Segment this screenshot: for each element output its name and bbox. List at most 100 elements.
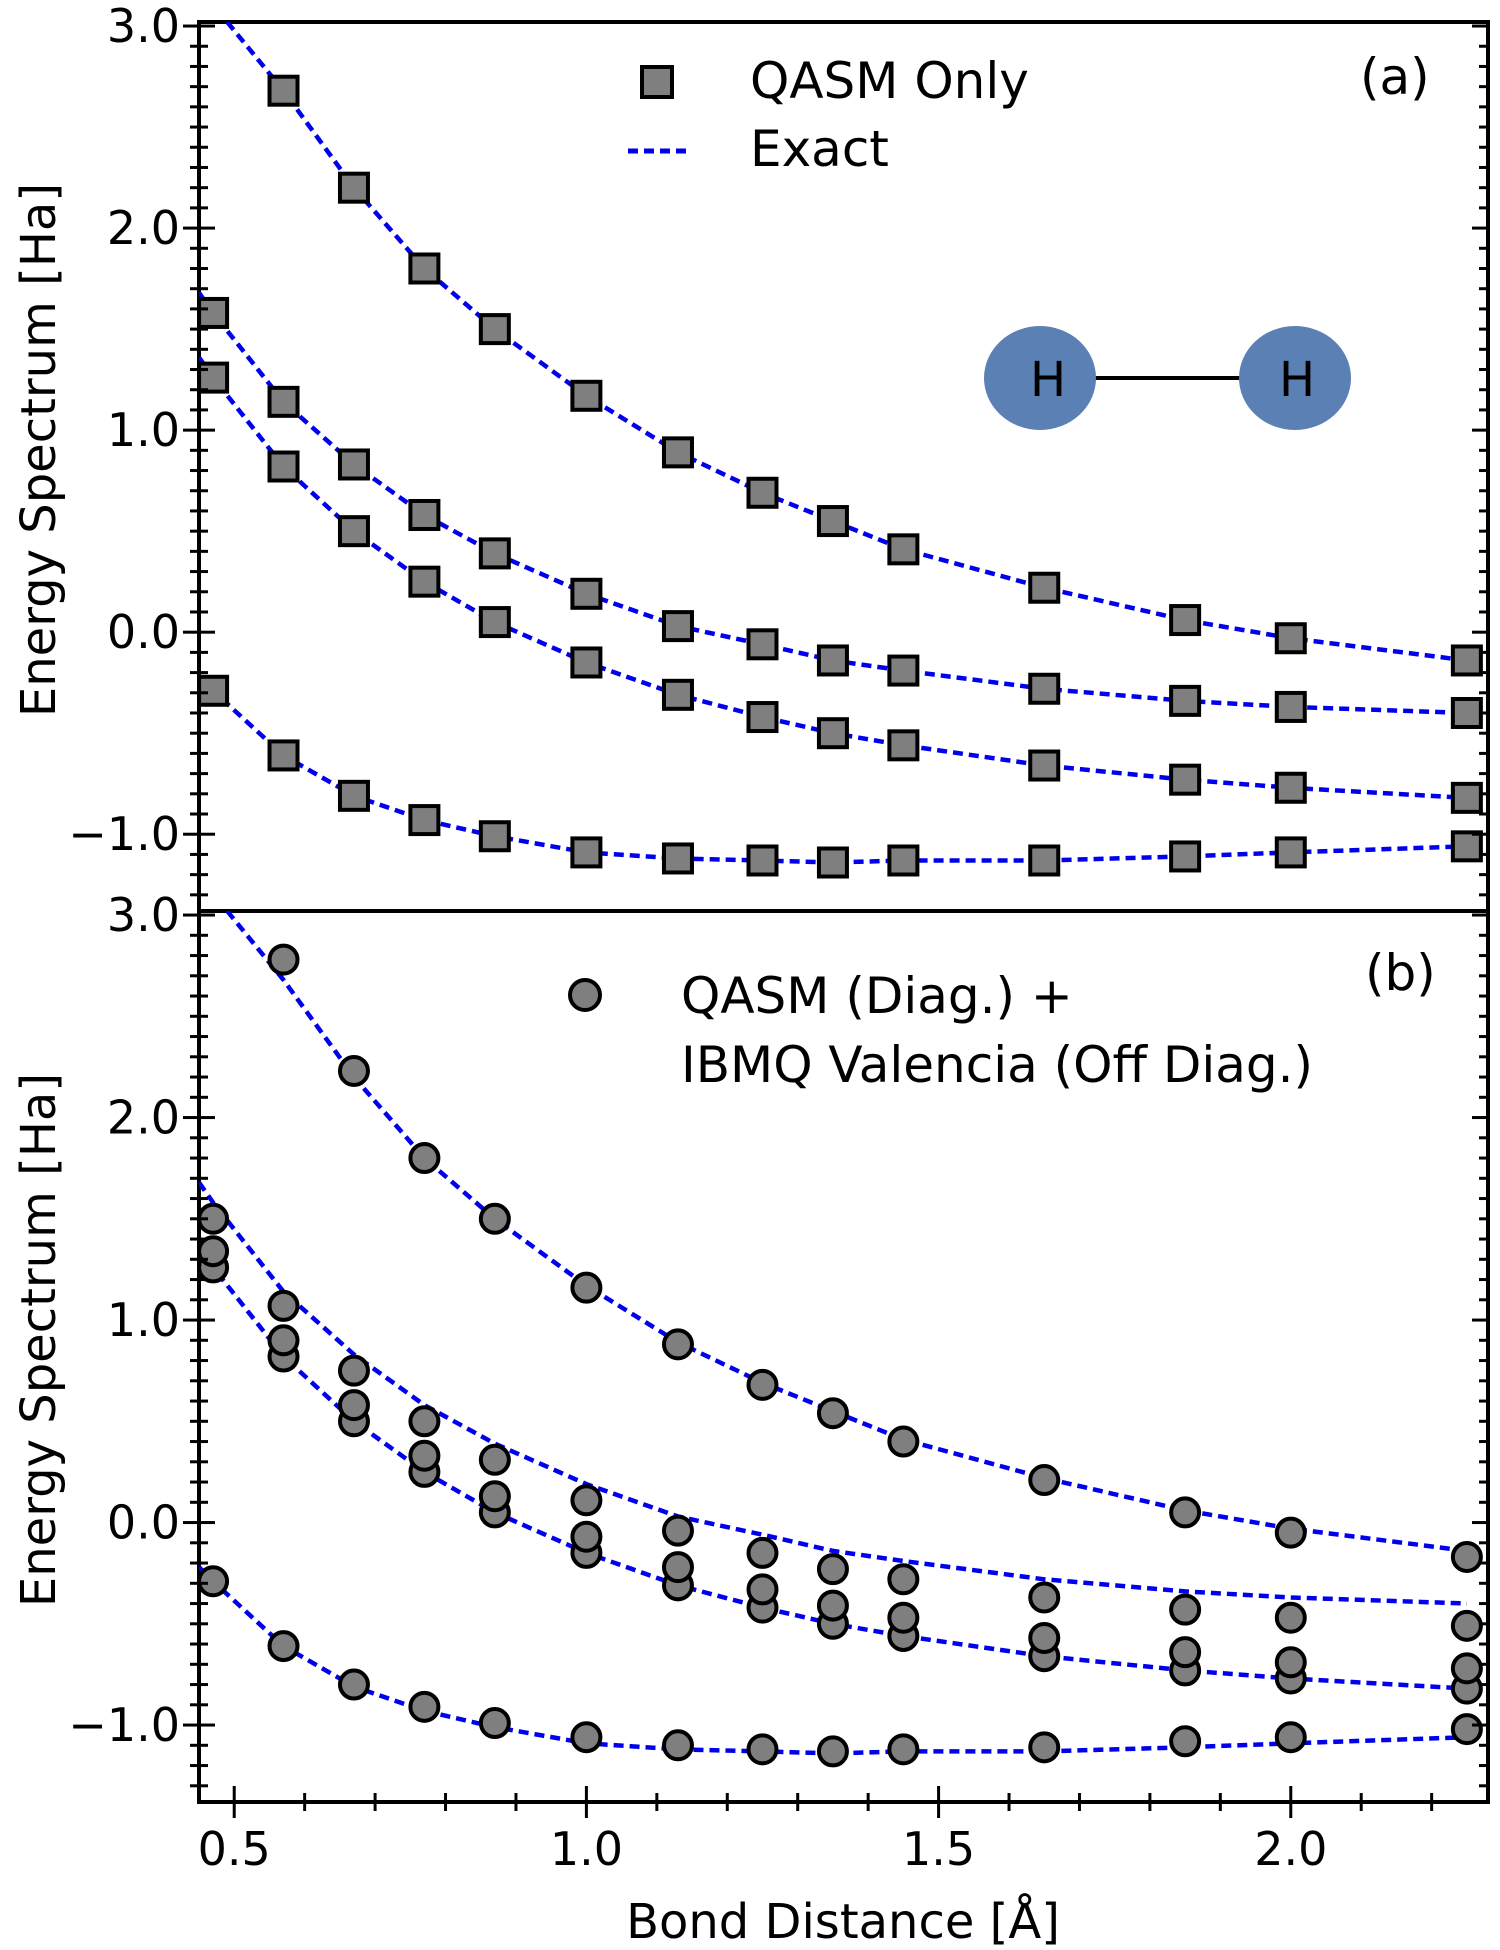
panel-a-point-L0-3 — [408, 804, 441, 837]
panel-a-point-L1-4 — [478, 606, 511, 639]
panel-a-point-L3-4 — [478, 313, 511, 346]
panel-b-ytick-label: 3.0 — [107, 888, 180, 942]
panel-b-point-L4-6 — [661, 1328, 694, 1361]
panel-a-ytick-label: 0.0 — [107, 605, 180, 659]
panel-a-ytick-label: 3.0 — [107, 0, 180, 53]
panel-b-point-L3-6 — [661, 1514, 694, 1547]
panel-a-point-L0-1 — [267, 739, 300, 772]
panel-b-point-L0-1 — [267, 1630, 300, 1663]
h2-molecule: H H — [984, 326, 1351, 430]
panel-a-point-L2-2 — [337, 448, 370, 481]
hydrogen-atom-right — [1239, 326, 1351, 430]
panel-b-point-L3-12 — [1274, 1601, 1307, 1634]
xtick-label: 0.5 — [198, 1822, 271, 1876]
panel-b-point-L0-4 — [478, 1707, 511, 1740]
panel-b-point-L0-3 — [408, 1690, 441, 1723]
legend-qasm-ibmq-label-line2: IBMQ Valencia (Off Diag.) — [681, 1036, 1313, 1094]
panel-a-point-L3-13 — [1450, 644, 1483, 677]
panel-a-point-L3-8 — [816, 505, 849, 538]
panel-b-label: (b) — [1365, 944, 1436, 1002]
panel-a-point-L2-5 — [570, 577, 603, 610]
panel-a-point-L3-7 — [746, 476, 779, 509]
panel-b-point-L2-13 — [1450, 1652, 1483, 1685]
hydrogen-atom-left — [984, 326, 1096, 430]
panel-a-point-L1-3 — [408, 565, 441, 598]
xtick-label: 1.0 — [550, 1822, 623, 1876]
panel-b-point-L3-1 — [267, 1289, 300, 1322]
panel-b-point-L0-13 — [1450, 1713, 1483, 1746]
panel-b-point-L4-9 — [887, 1425, 920, 1458]
panel-b-frame — [197, 909, 1490, 1804]
panel-b-point-L4-13 — [1450, 1540, 1483, 1573]
panel-b-x-ticks: 0.5 1.0 1.5 2.0 — [198, 1786, 1434, 1876]
panel-b-y-ticks: −1.0 0.0 1.0 2.0 3.0 — [68, 888, 1488, 1788]
panel-b-point-L3-9 — [887, 1563, 920, 1596]
panel-a-point-L2-13 — [1450, 696, 1483, 729]
panel-b-point-L0-6 — [661, 1729, 694, 1762]
panel-b-point-L3-2 — [337, 1354, 370, 1387]
panel-a-point-L3-5 — [570, 379, 603, 412]
panel-a-point-L0-11 — [1169, 840, 1202, 873]
panel-b-point-L2-12 — [1274, 1646, 1307, 1679]
panel-b-point-L3-10 — [1028, 1581, 1061, 1614]
panel-a-point-L1-1 — [267, 450, 300, 483]
panel-b-ytick-label: 0.0 — [107, 1496, 180, 1550]
panel-a-point-L2-6 — [661, 610, 694, 643]
panel-b-point-L0-11 — [1169, 1725, 1202, 1758]
panel-b-ylabel: Energy Spectrum [Ha] — [11, 1073, 67, 1607]
panel-a-point-L1-6 — [661, 678, 694, 711]
panel-a-point-L3-1 — [267, 74, 300, 107]
panel-a-point-L1-7 — [746, 701, 779, 734]
panel-a-y-ticks: −1.0 0.0 1.0 2.0 3.0 — [68, 0, 1488, 897]
panel-b-point-L2-9 — [887, 1601, 920, 1634]
panel-a-point-L1-2 — [337, 515, 370, 548]
x-axis-label: Bond Distance [Å] — [626, 1893, 1060, 1950]
panel-a-ytick-label: 2.0 — [107, 201, 180, 255]
panel-a-point-L0-0 — [199, 674, 230, 707]
atom-label-right: H — [1279, 352, 1315, 408]
legend-qasm-only-label: QASM Only — [750, 52, 1029, 110]
panel-b-point-L4-0 — [199, 857, 227, 885]
panel-a-point-L2-12 — [1274, 690, 1307, 723]
panel-a-point-L3-10 — [1028, 571, 1061, 604]
panel-b-point-L3-11 — [1169, 1593, 1202, 1626]
panel-a-point-L0-10 — [1028, 844, 1061, 877]
xtick-label: 1.5 — [902, 1822, 975, 1876]
legend-qasm-only-marker — [640, 65, 674, 99]
panel-a-point-L3-2 — [337, 171, 370, 204]
panel-a-point-L1-11 — [1169, 763, 1202, 796]
panel-b-point-L4-2 — [337, 1054, 370, 1087]
panel-a-ytick-label: −1.0 — [68, 807, 180, 861]
panel-b-point-L4-7 — [746, 1368, 779, 1401]
panel-b-point-L2-10 — [1028, 1621, 1061, 1654]
panel-b-ytick-label: −1.0 — [68, 1698, 180, 1752]
panel-a-point-L1-8 — [816, 717, 849, 750]
panel-a-point-L1-5 — [570, 646, 603, 679]
panel-b-point-L2-3 — [408, 1439, 441, 1472]
legend-exact-label: Exact — [750, 120, 889, 178]
panel-b-point-L4-4 — [478, 1202, 511, 1235]
panel-b-point-L4-8 — [816, 1397, 849, 1430]
panel-b-point-L0-8 — [816, 1735, 849, 1768]
panel-a-point-L0-2 — [337, 779, 370, 812]
panel-b-ytick-label: 2.0 — [107, 1091, 180, 1145]
panel-a-point-L3-11 — [1169, 604, 1202, 637]
panel-b-point-L3-3 — [408, 1405, 441, 1438]
panel-b-point-L0-9 — [887, 1733, 920, 1766]
panel-b-point-L2-1 — [267, 1324, 300, 1357]
panel-b-point-L0-10 — [1028, 1731, 1061, 1764]
panel-a-point-L3-12 — [1274, 622, 1307, 655]
panel-a-point-L2-9 — [887, 654, 920, 687]
panel-a-point-L2-7 — [746, 628, 779, 661]
legend-qasm-ibmq-marker — [568, 978, 602, 1012]
panel-b-point-L0-0 — [199, 1565, 230, 1598]
panel-b-markers — [199, 857, 1483, 1768]
panel-a-point-L3-9 — [887, 533, 920, 566]
panel-a-point-L1-0 — [199, 361, 230, 394]
panel-b-point-L0-2 — [337, 1668, 370, 1701]
atom-label-left: H — [1030, 352, 1066, 408]
panel-b-point-L2-0 — [199, 1235, 230, 1268]
panel-b-ytick-label: 1.0 — [107, 1293, 180, 1347]
panel-b-point-L0-12 — [1274, 1721, 1307, 1754]
